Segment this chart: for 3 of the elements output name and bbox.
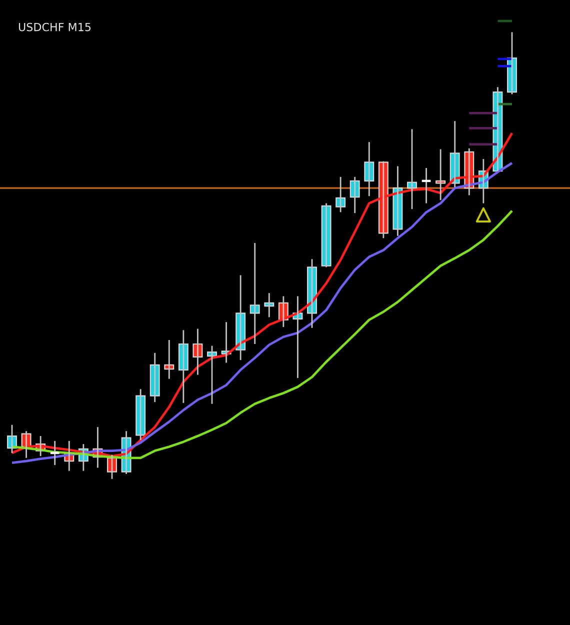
chart-title: USDCHF M15 bbox=[18, 22, 91, 32]
candlestick bbox=[407, 128, 417, 210]
candlestick bbox=[49, 440, 60, 466]
